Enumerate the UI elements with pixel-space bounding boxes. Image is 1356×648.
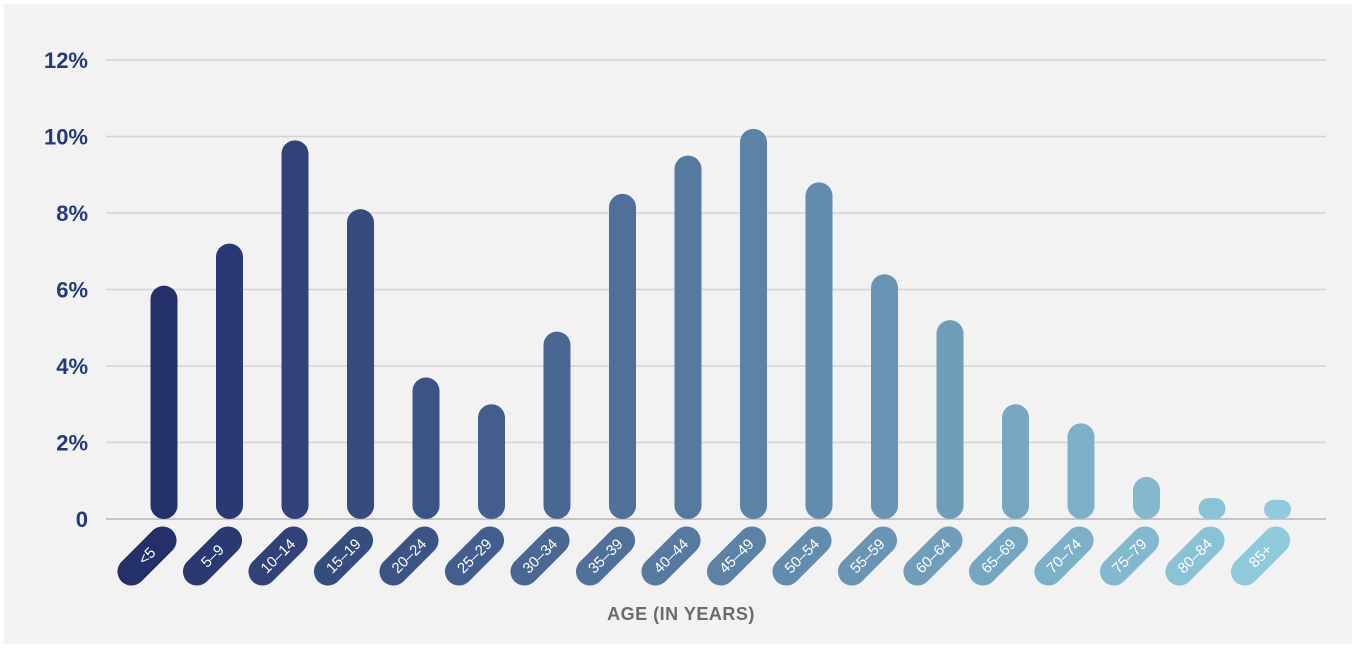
- x-tick-label: 20–24: [379, 526, 439, 586]
- x-tick-pill: [641, 526, 701, 586]
- bar: [281, 140, 309, 519]
- bar: [805, 182, 833, 519]
- bar: [936, 320, 964, 519]
- bar: [674, 155, 702, 519]
- bar: [1133, 476, 1160, 519]
- y-tick-label: 4%: [56, 354, 88, 379]
- x-tick-pill: [1165, 526, 1225, 586]
- x-tick-label: 15–19: [313, 526, 374, 586]
- x-tick-label: 40–44: [641, 526, 701, 586]
- bar: [543, 331, 571, 519]
- x-tick-pill: [772, 526, 832, 586]
- x-tick-pill: [706, 526, 767, 586]
- bars: [150, 128, 1291, 520]
- bar: [1067, 423, 1095, 519]
- y-tick-label: 2%: [56, 431, 88, 456]
- bar: [478, 404, 505, 519]
- bar: [347, 209, 374, 520]
- bar: [1198, 497, 1226, 519]
- x-tick-pill: [182, 526, 243, 586]
- x-tick-label: 80–84: [1165, 526, 1225, 586]
- x-tick-label: <5: [117, 526, 177, 586]
- x-tick-pill: [248, 526, 308, 586]
- x-tick-pill: [1230, 526, 1291, 586]
- x-tick-pill: [1034, 526, 1094, 586]
- x-tick-label: 85+: [1230, 526, 1291, 586]
- bar: [871, 274, 898, 519]
- bar: [1264, 499, 1291, 519]
- x-tick-label: 10–14: [248, 526, 308, 586]
- x-tick-pill: [903, 526, 963, 586]
- x-tick-pill: [837, 526, 898, 586]
- bar: [609, 193, 636, 519]
- x-tick-pill: [1099, 526, 1160, 586]
- x-tick-pill: [510, 526, 570, 586]
- x-tick-label: 60–64: [903, 526, 963, 586]
- y-tick-label: 6%: [56, 278, 88, 303]
- x-tick-label: 65–69: [968, 526, 1029, 586]
- x-tick-pill: [444, 526, 505, 586]
- bar: [216, 243, 243, 519]
- x-tick-label: 30–34: [510, 526, 570, 586]
- x-tick-label: 25–29: [444, 526, 505, 586]
- x-tick-label: 45–49: [706, 526, 767, 586]
- grid-lines: [106, 59, 1326, 520]
- y-tick-label: 8%: [56, 201, 88, 226]
- bar: [1002, 404, 1029, 519]
- x-tick-label: 70–74: [1034, 526, 1094, 586]
- bar: [412, 377, 440, 519]
- x-tick-pill: [575, 526, 636, 586]
- x-tick-label: 50–54: [772, 526, 832, 586]
- y-tick-label: 12%: [44, 48, 88, 73]
- y-axis-ticks: 0 2% 4% 6% 8% 10% 12%: [44, 48, 88, 532]
- x-tick-label: 35–39: [575, 526, 636, 586]
- bar: [150, 285, 178, 519]
- x-axis-title: AGE (IN YEARS): [607, 604, 755, 624]
- bar: [740, 128, 767, 519]
- x-tick-pill: [117, 526, 177, 586]
- x-tick-label: 55–59: [837, 526, 898, 586]
- x-tick-pill: [968, 526, 1029, 586]
- x-tick-pill: [379, 526, 439, 586]
- x-tick-label: 75–79: [1099, 526, 1160, 586]
- x-axis-ticks: <5 5–9 10–14 15–19 20–24 25–29 30–34 35–39 40–44…: [117, 526, 1291, 586]
- y-tick-label: 10%: [44, 125, 88, 150]
- x-tick-label: 5–9: [182, 526, 243, 586]
- x-tick-pill: [313, 526, 374, 586]
- y-tick-label: 0: [76, 507, 88, 532]
